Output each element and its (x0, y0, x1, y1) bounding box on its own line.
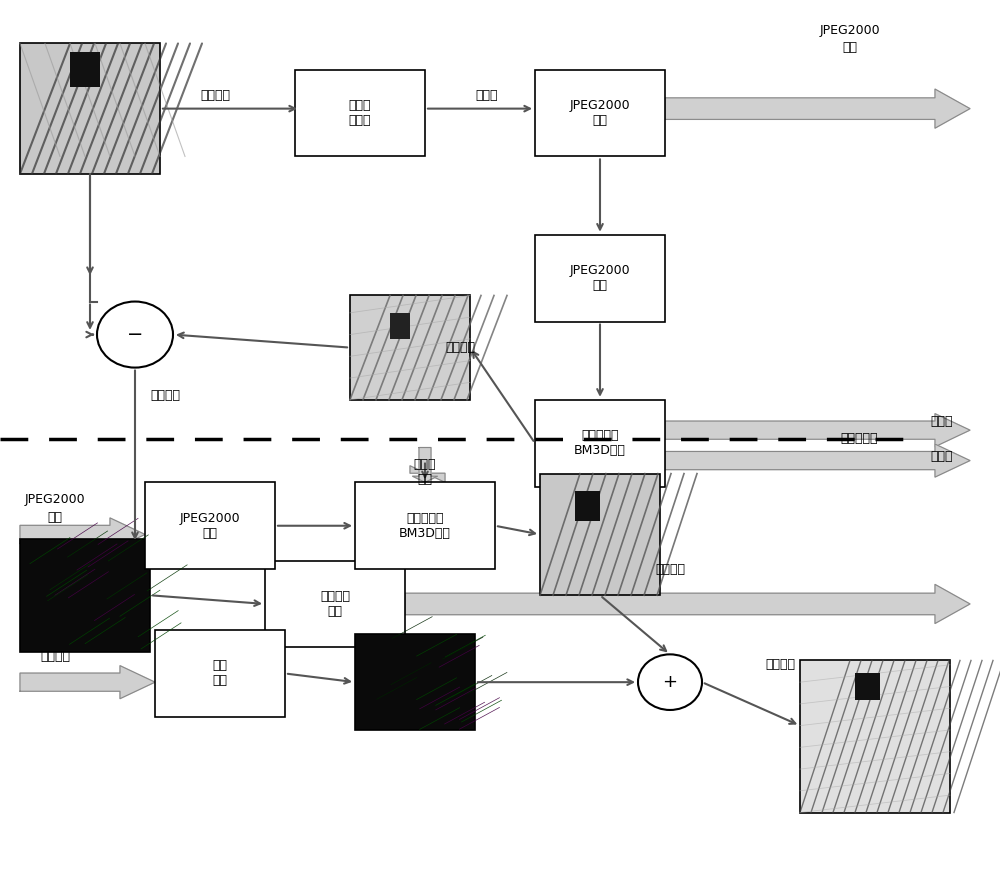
Bar (390, 313, 410, 339)
Bar (70, 52, 100, 87)
Bar (355, 634, 475, 730)
Text: JPEG2000: JPEG2000 (820, 24, 880, 36)
Bar (20, 43, 160, 174)
FancyBboxPatch shape (145, 482, 275, 569)
Bar (855, 673, 880, 700)
Text: 解码端: 解码端 (930, 450, 952, 462)
Text: 码流: 码流 (418, 474, 432, 486)
Circle shape (97, 302, 173, 368)
Text: JPEG2000
解码: JPEG2000 解码 (570, 264, 630, 292)
Circle shape (638, 654, 702, 710)
Text: 残差码流: 残差码流 (40, 650, 70, 662)
Text: 超分辨率及
BM3D去噪: 超分辨率及 BM3D去噪 (574, 429, 626, 457)
Polygon shape (665, 90, 970, 128)
Text: 残差图像: 残差图像 (150, 389, 180, 401)
Text: 边信息码流: 边信息码流 (840, 433, 878, 445)
Text: 编码端: 编码端 (930, 415, 952, 428)
Polygon shape (20, 518, 145, 551)
Bar (350, 295, 470, 400)
Bar (20, 539, 150, 652)
Text: 码流: 码流 (842, 42, 858, 54)
FancyBboxPatch shape (535, 400, 665, 487)
Text: 自适应
下采样: 自适应 下采样 (349, 99, 371, 127)
Text: 采样图: 采样图 (476, 90, 498, 102)
Text: −: − (127, 325, 143, 344)
FancyBboxPatch shape (355, 482, 495, 569)
Text: 输出图像: 输出图像 (765, 659, 795, 671)
Polygon shape (405, 584, 970, 624)
Text: 残差编码
技术: 残差编码 技术 (320, 590, 350, 618)
Text: JPEG2000: JPEG2000 (25, 494, 85, 506)
Text: JPEG2000
编码: JPEG2000 编码 (570, 99, 630, 127)
FancyBboxPatch shape (535, 235, 665, 322)
Text: 残差
解码: 残差 解码 (212, 660, 228, 687)
Text: 码流: 码流 (48, 511, 62, 523)
FancyBboxPatch shape (155, 630, 285, 717)
Text: 解码大图: 解码大图 (445, 342, 475, 354)
FancyBboxPatch shape (295, 70, 425, 156)
Polygon shape (665, 414, 970, 447)
Bar (575, 491, 600, 521)
Text: 边信息: 边信息 (414, 459, 436, 471)
Text: JPEG2000
解码: JPEG2000 解码 (180, 512, 240, 540)
Polygon shape (410, 466, 445, 499)
Text: +: + (662, 673, 678, 691)
Polygon shape (413, 448, 438, 482)
Bar (540, 474, 660, 595)
Text: 残差码流: 残差码流 (655, 563, 685, 575)
Text: 超分辨率及
BM3D去噪: 超分辨率及 BM3D去噪 (399, 512, 451, 540)
Polygon shape (665, 444, 970, 477)
FancyBboxPatch shape (265, 561, 405, 647)
Text: 输入图像: 输入图像 (200, 90, 230, 102)
Polygon shape (20, 666, 155, 699)
Bar (800, 660, 950, 813)
FancyBboxPatch shape (535, 70, 665, 156)
